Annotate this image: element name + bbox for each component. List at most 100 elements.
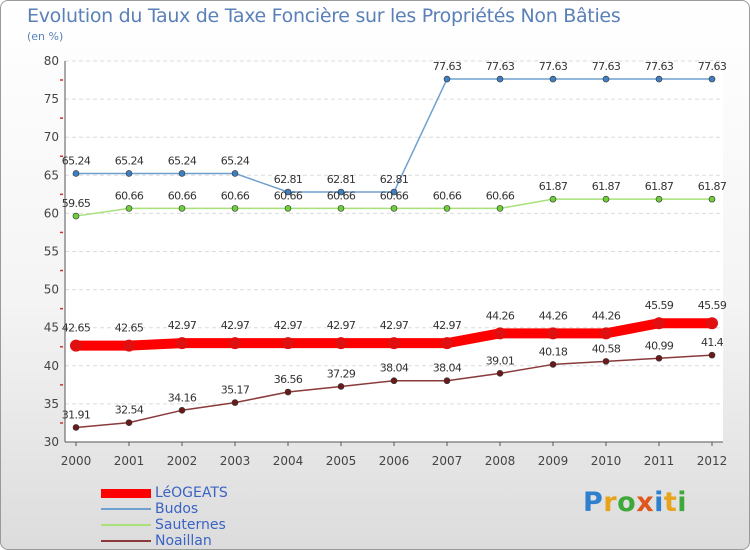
data-point	[72, 212, 80, 220]
data-point	[231, 205, 239, 212]
data-label: 44.26	[539, 309, 568, 322]
data-label: 39.01	[486, 354, 515, 367]
unit-label: (en %)	[27, 30, 64, 43]
data-label: 65.24	[62, 154, 91, 167]
data-point	[655, 195, 663, 203]
data-point	[443, 205, 451, 212]
legend-label: LéOGEATS	[155, 485, 228, 501]
data-label: 65.24	[115, 154, 144, 167]
data-point	[549, 361, 557, 368]
data-label: 38.04	[433, 362, 462, 375]
data-label: 42.97	[168, 319, 197, 332]
x-tick-label: 2008	[485, 454, 516, 468]
data-point	[337, 188, 345, 196]
data-point	[388, 337, 400, 350]
data-point	[496, 370, 504, 377]
data-label: 44.26	[592, 309, 621, 322]
data-label: 45.59	[645, 299, 674, 312]
legend-label: Noaillan	[155, 533, 212, 549]
proxiti-logo: Proxiti	[583, 487, 687, 518]
data-point	[547, 327, 559, 340]
data-label: 65.24	[221, 154, 250, 167]
data-point	[602, 358, 610, 365]
legend-item-léogeats: LéOGEATS	[101, 485, 228, 501]
legend-swatch	[101, 540, 151, 542]
data-point	[337, 383, 345, 390]
data-point	[443, 75, 451, 83]
y-tick-label: 40	[44, 359, 59, 373]
data-label: 38.04	[380, 362, 409, 375]
logo-letter: i	[654, 487, 664, 518]
data-label: 61.87	[645, 180, 674, 193]
data-label: 40.58	[592, 342, 621, 355]
data-point	[708, 195, 716, 203]
data-point	[443, 377, 451, 385]
data-point	[602, 75, 610, 83]
data-point	[176, 337, 188, 350]
y-tick-label: 45	[44, 321, 59, 335]
x-tick-label: 2010	[591, 454, 622, 468]
data-point	[231, 170, 239, 177]
data-point	[708, 75, 716, 83]
data-label: 61.87	[698, 180, 727, 193]
data-point	[284, 188, 292, 196]
data-point	[229, 337, 241, 350]
data-point	[125, 419, 133, 426]
legend: LéOGEATS Budos Sauternes Noaillan	[101, 485, 228, 549]
data-point	[496, 75, 504, 83]
data-point	[706, 317, 718, 330]
legend-item-budos: Budos	[101, 501, 228, 517]
y-tick-label: 30	[44, 435, 59, 449]
data-label: 62.81	[327, 173, 356, 186]
legend-label: Budos	[155, 501, 199, 517]
data-point	[231, 399, 239, 406]
data-label: 42.65	[115, 322, 144, 335]
data-label: 62.81	[380, 173, 409, 186]
data-label: 42.65	[62, 322, 91, 335]
data-label: 42.97	[221, 319, 250, 332]
data-point	[602, 195, 610, 203]
data-label: 77.63	[698, 60, 727, 73]
data-label: 45.59	[698, 299, 727, 312]
data-label: 40.18	[539, 345, 568, 358]
data-label: 77.63	[592, 60, 621, 73]
data-point	[72, 424, 80, 431]
data-point	[655, 354, 663, 362]
x-tick-label: 2004	[273, 454, 304, 468]
data-label: 44.26	[486, 309, 515, 322]
data-label: 61.87	[539, 180, 568, 193]
data-point	[125, 170, 133, 177]
logo-letter: o	[617, 487, 637, 518]
data-label: 60.66	[486, 189, 515, 202]
data-point	[125, 205, 133, 212]
data-point	[655, 75, 663, 83]
data-label: 60.66	[274, 189, 303, 202]
x-tick-label: 2007	[432, 454, 463, 468]
y-tick-label: 70	[44, 130, 59, 144]
data-point	[653, 317, 665, 330]
data-point	[70, 339, 82, 352]
x-tick-label: 2006	[379, 454, 410, 468]
data-label: 42.97	[380, 319, 409, 332]
data-label: 60.66	[380, 189, 409, 202]
logo-letter: P	[583, 487, 604, 518]
data-point	[390, 188, 398, 196]
data-label: 42.97	[433, 319, 462, 332]
x-tick-label: 2011	[644, 454, 675, 468]
data-label: 60.66	[433, 189, 462, 202]
data-point	[178, 205, 186, 212]
data-label: 36.56	[274, 373, 303, 386]
legend-swatch	[101, 524, 151, 526]
data-point	[123, 339, 135, 352]
x-tick-label: 2005	[326, 454, 357, 468]
data-point	[284, 388, 292, 396]
y-tick-label: 75	[44, 92, 59, 106]
data-label: 32.54	[115, 404, 144, 417]
data-point	[549, 195, 557, 203]
x-tick-label: 2009	[538, 454, 569, 468]
y-tick-label: 80	[44, 54, 59, 68]
data-point	[708, 351, 716, 359]
data-label: 40.99	[645, 339, 674, 352]
y-tick-label: 55	[44, 245, 59, 259]
